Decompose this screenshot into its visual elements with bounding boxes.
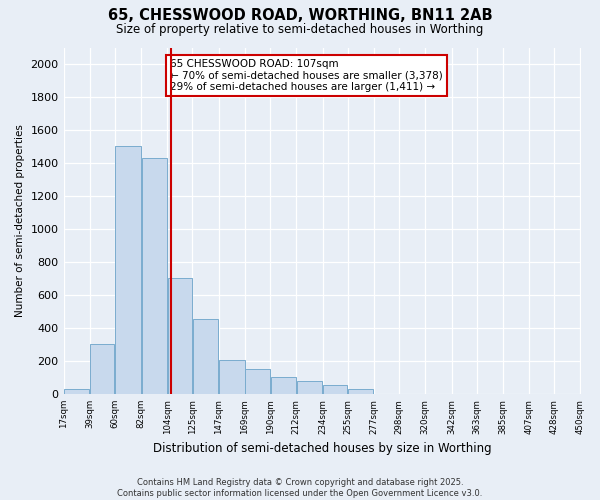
Bar — [115, 146, 140, 394]
Bar — [245, 369, 269, 394]
Bar — [348, 389, 373, 394]
Text: Size of property relative to semi-detached houses in Worthing: Size of property relative to semi-detach… — [116, 22, 484, 36]
Bar — [64, 390, 89, 394]
Bar — [219, 360, 245, 394]
Y-axis label: Number of semi-detached properties: Number of semi-detached properties — [15, 124, 25, 317]
X-axis label: Distribution of semi-detached houses by size in Worthing: Distribution of semi-detached houses by … — [153, 442, 491, 455]
Bar — [168, 278, 192, 394]
Text: 65, CHESSWOOD ROAD, WORTHING, BN11 2AB: 65, CHESSWOOD ROAD, WORTHING, BN11 2AB — [107, 8, 493, 22]
Text: 65 CHESSWOOD ROAD: 107sqm
← 70% of semi-detached houses are smaller (3,378)
29% : 65 CHESSWOOD ROAD: 107sqm ← 70% of semi-… — [170, 59, 443, 92]
Bar — [297, 380, 322, 394]
Bar — [271, 378, 296, 394]
Bar — [90, 344, 115, 394]
Text: Contains HM Land Registry data © Crown copyright and database right 2025.
Contai: Contains HM Land Registry data © Crown c… — [118, 478, 482, 498]
Bar — [323, 385, 347, 394]
Bar — [193, 319, 218, 394]
Bar — [142, 158, 167, 394]
